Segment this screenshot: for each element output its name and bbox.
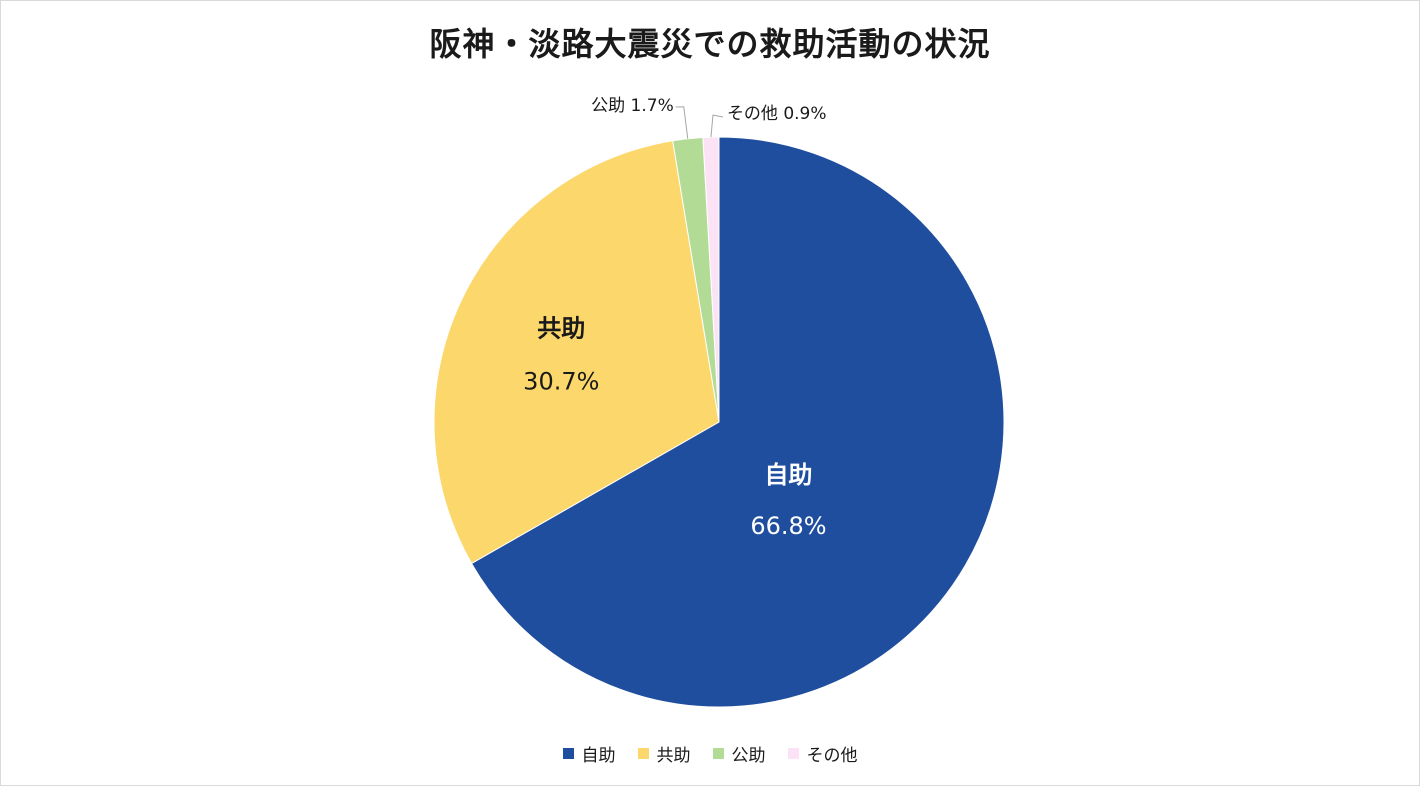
data-label-category-kyojo: 共助: [537, 314, 585, 342]
chart-title: 阪神・淡路大震災での救助活動の状況: [429, 25, 991, 63]
legend: 自助 共助 公助 その他: [1, 741, 1419, 766]
pie-slice-sonota: [702, 136, 720, 423]
legend-swatch-sonota: [787, 748, 799, 759]
data-label-sonota: その他 0.9%: [727, 104, 827, 124]
data-label-kojo: 公助 1.7%: [591, 96, 674, 116]
legend-label-sonota: その他: [806, 746, 858, 766]
legend-item-jijo: 自助: [562, 741, 616, 766]
data-label-value-jijo: 66.8%: [750, 512, 826, 540]
legend-label-kyojo: 共助: [656, 746, 691, 766]
data-label-category-jijo: 自助: [764, 461, 812, 489]
legend-label-jijo: 自助: [581, 746, 616, 766]
legend-item-kojo: 公助: [712, 741, 766, 766]
legend-swatch-kyojo: [637, 748, 649, 759]
legend-item-sonota: その他: [787, 741, 858, 766]
pie-slice-kyojo: [433, 140, 720, 565]
leader-line-kojo: [675, 106, 689, 139]
legend-swatch-kojo: [712, 748, 724, 759]
legend-label-kojo: 公助: [731, 746, 766, 766]
leader-line-sonota: [710, 114, 724, 138]
legend-item-kyojo: 共助: [637, 741, 691, 766]
legend-swatch-jijo: [562, 748, 574, 759]
data-label-value-kyojo: 30.7%: [523, 367, 599, 395]
pie-slice-jijo: [470, 136, 1005, 708]
